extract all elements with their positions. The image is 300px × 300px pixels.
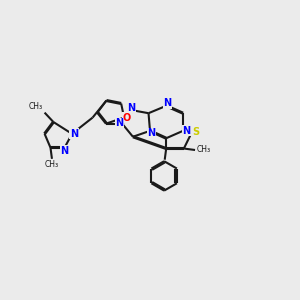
- Text: CH₃: CH₃: [45, 160, 59, 169]
- Text: O: O: [123, 112, 131, 123]
- Text: N: N: [70, 129, 78, 139]
- Text: N: N: [116, 118, 124, 128]
- Text: CH₃: CH₃: [29, 102, 43, 111]
- Text: N: N: [147, 128, 155, 138]
- Text: N: N: [164, 98, 172, 108]
- Text: N: N: [182, 126, 190, 136]
- Text: N: N: [61, 146, 69, 156]
- Text: CH₃: CH₃: [196, 146, 210, 154]
- Text: N: N: [127, 103, 135, 113]
- Text: S: S: [192, 127, 199, 137]
